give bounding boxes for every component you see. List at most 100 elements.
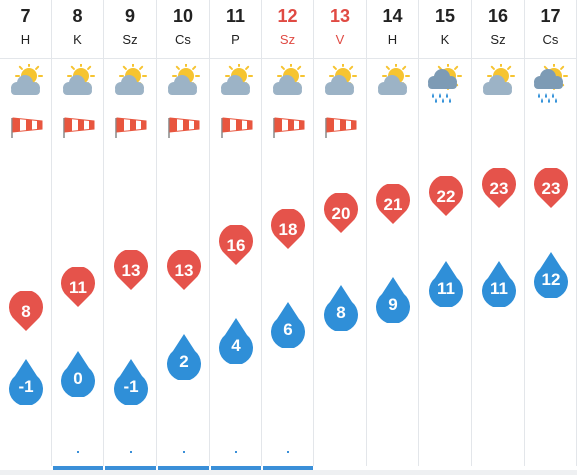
svg-text:23: 23 — [542, 179, 561, 198]
min-temp-drop: 11 — [428, 260, 463, 307]
day-number: 14 — [382, 6, 403, 26]
day-number: 12 — [277, 6, 298, 26]
svg-text:0: 0 — [73, 369, 82, 388]
windsock-icon — [325, 117, 357, 138]
precipitation-bar — [158, 466, 209, 470]
min-temp-drop: 9 — [376, 276, 410, 323]
svg-text:9: 9 — [388, 295, 397, 314]
svg-text:11: 11 — [490, 279, 508, 298]
precipitation-dot — [182, 451, 185, 453]
precipitation-dot — [235, 451, 237, 453]
windsock-icon — [168, 117, 200, 138]
svg-text:20: 20 — [331, 204, 350, 223]
max-temp-pin: 18 — [271, 209, 305, 250]
partly-cloudy-icon — [221, 64, 253, 95]
windsock-icon — [221, 117, 253, 138]
day-column[interactable]: 15 K — [419, 0, 472, 466]
svg-text:23: 23 — [489, 179, 508, 198]
bottom-track — [0, 470, 577, 475]
windsock-icon — [63, 117, 95, 138]
partly-cloudy-icon — [168, 64, 200, 95]
svg-text:18: 18 — [279, 220, 298, 239]
min-temp-drop: 8 — [323, 285, 358, 332]
weekday-abbr: Sz — [122, 32, 138, 47]
svg-text:21: 21 — [384, 195, 403, 214]
weekday-abbr: K — [440, 32, 450, 47]
max-temp-pin: 22 — [428, 176, 463, 217]
windsock-icon — [273, 117, 305, 138]
weekday-abbr: V — [335, 32, 345, 47]
svg-text:12: 12 — [542, 270, 561, 289]
partly-cloudy-icon — [378, 64, 410, 95]
svg-text:8: 8 — [21, 302, 30, 321]
min-temp-drop: 12 — [534, 252, 568, 299]
svg-text:11: 11 — [69, 278, 87, 297]
min-temp-drop: 11 — [481, 260, 516, 307]
svg-text:6: 6 — [283, 320, 292, 339]
partly-cloudy-icon — [273, 64, 305, 95]
windsock-icon — [115, 117, 147, 138]
svg-text:2: 2 — [179, 352, 188, 371]
weekday-abbr: H — [387, 32, 398, 47]
day-column[interactable]: 12 Sz — [262, 0, 314, 466]
cloud-sun-rain-icon — [428, 64, 462, 103]
weekday-abbr: Cs — [542, 32, 559, 47]
day-number: 9 — [124, 6, 135, 26]
min-temp-drop: 4 — [219, 317, 253, 364]
svg-text:11: 11 — [437, 279, 455, 298]
partly-cloudy-icon — [11, 64, 43, 95]
svg-text:8: 8 — [336, 303, 345, 322]
windsock-icon — [11, 117, 43, 138]
weekday-abbr: K — [73, 32, 82, 47]
min-temp-drop: -1 — [113, 359, 148, 405]
partly-cloudy-icon — [115, 64, 147, 95]
weekday-abbr: Sz — [279, 32, 296, 47]
partly-cloudy-icon — [483, 64, 515, 95]
day-number: 10 — [172, 6, 194, 26]
min-temp-drop: 0 — [61, 350, 95, 397]
weekday-abbr: Cs — [175, 32, 191, 47]
day-column[interactable]: 13 V — [314, 0, 367, 466]
day-number: 17 — [540, 6, 561, 26]
svg-text:16: 16 — [227, 236, 246, 255]
precipitation-dot — [77, 451, 79, 453]
partly-cloudy-icon — [63, 64, 95, 95]
weekday-abbr: P — [231, 32, 240, 47]
weekday-abbr: H — [20, 32, 31, 47]
max-temp-pin: 21 — [376, 184, 410, 225]
day-column[interactable]: 16 Sz — [472, 0, 525, 466]
max-temp-pin: 16 — [219, 225, 253, 266]
day-column[interactable]: 14 H — [367, 0, 419, 466]
max-temp-pin: 8 — [9, 291, 43, 332]
svg-text:4: 4 — [231, 336, 241, 355]
cloud-sun-rain-icon — [534, 64, 568, 103]
svg-text:-1: -1 — [123, 377, 138, 396]
min-temp-drop: 2 — [166, 334, 201, 381]
precipitation-dot — [129, 451, 132, 453]
day-column[interactable]: 10 Cs — [157, 0, 210, 466]
max-temp-pin: 13 — [166, 250, 201, 291]
day-column[interactable]: 11 P — [210, 0, 262, 466]
svg-text:13: 13 — [121, 261, 140, 280]
max-temp-pin: 13 — [113, 250, 148, 291]
day-column[interactable]: 9 Sz — [104, 0, 157, 466]
svg-text:13: 13 — [174, 261, 193, 280]
max-temp-pin: 23 — [534, 168, 568, 208]
day-number: 13 — [329, 6, 351, 26]
day-number: 11 — [225, 6, 246, 26]
max-temp-pin: 11 — [61, 266, 95, 307]
max-temp-pin: 20 — [323, 192, 358, 233]
precipitation-bar — [105, 466, 156, 470]
precipitation-bar — [263, 466, 313, 470]
weekday-abbr: Sz — [490, 32, 506, 47]
day-number: 16 — [487, 6, 509, 26]
day-number: 15 — [434, 6, 456, 26]
min-temp-drop: -1 — [9, 359, 43, 405]
min-temp-drop: 6 — [271, 301, 305, 348]
day-number: 7 — [20, 6, 31, 26]
header-divider — [0, 58, 577, 59]
partly-cloudy-icon — [325, 64, 357, 95]
